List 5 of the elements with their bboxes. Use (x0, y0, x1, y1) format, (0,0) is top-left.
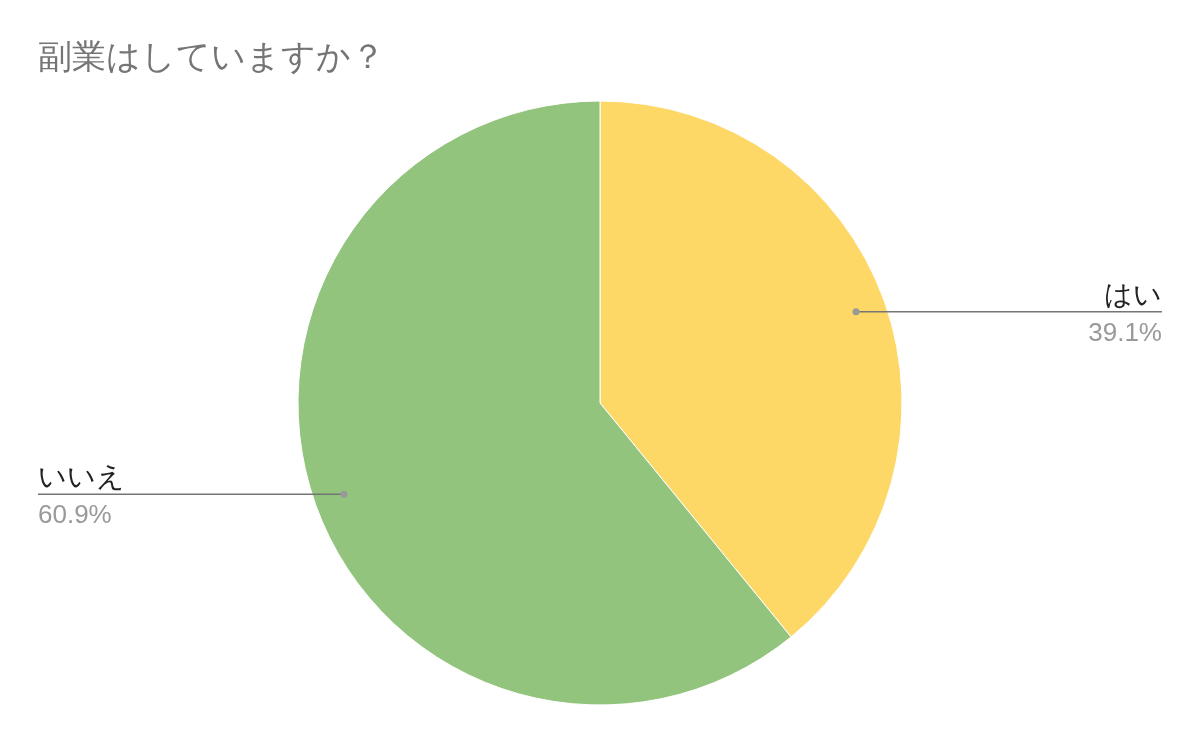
slice-label: いいえ (38, 461, 125, 493)
slice-label: はい (1104, 278, 1162, 310)
data-label: 39.1% (1088, 316, 1162, 347)
chart-title: 副業はしていますか？ (38, 37, 385, 75)
data-label: 60.9% (38, 499, 112, 530)
